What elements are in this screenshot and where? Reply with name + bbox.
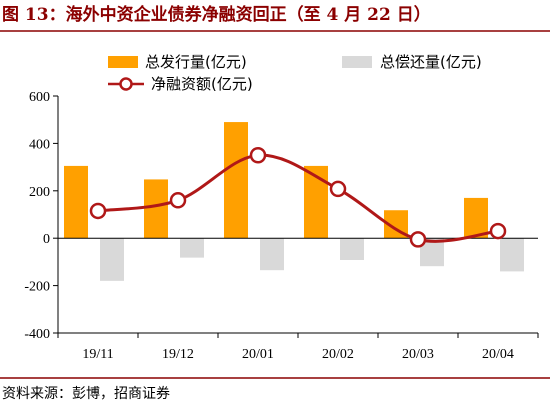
x-tick-label: 19/11: [82, 347, 113, 362]
chart-title: 图 13：海外中资企业债券净融资回正（至 4 月 22 日）: [2, 4, 431, 25]
issuance-bar: [464, 197, 488, 239]
y-tick-label: 200: [29, 185, 50, 200]
legend-marker-net: [119, 77, 133, 91]
y-tick-label: -200: [24, 280, 50, 295]
x-tick-label: 20/01: [242, 347, 274, 362]
y-tick-labels: 600 400 200 0 -200 -400: [24, 90, 50, 342]
net-financing-marker: [329, 180, 347, 198]
x-tick-label: 20/03: [402, 347, 434, 362]
legend-label-repayment: 总偿还量(亿元): [380, 53, 482, 71]
x-tick-labels: 19/11 19/12 20/01 20/02 20/03 20/04: [82, 347, 514, 362]
y-tick-label: 600: [29, 90, 50, 105]
repayment-bar: [260, 238, 284, 271]
repayment-bar: [180, 238, 204, 258]
issuance-bar: [64, 165, 88, 239]
issuance-bar: [144, 179, 168, 239]
repayment-bar: [100, 238, 124, 281]
source-note: 资料来源：彭博，招商证券: [2, 385, 170, 402]
repayment-bar: [500, 238, 524, 272]
repayment-bars: [100, 238, 524, 281]
net-financing-marker: [89, 202, 107, 220]
y-tick-label: 0: [43, 232, 50, 247]
x-tick-label: 19/12: [162, 347, 194, 362]
issuance-bars: [64, 122, 488, 239]
repayment-bar: [340, 238, 364, 261]
net-financing-marker: [409, 231, 427, 248]
net-financing-marker: [489, 222, 507, 240]
net-financing-line: [97, 153, 499, 243]
legend-label-issuance: 总发行量(亿元): [145, 53, 247, 71]
legend-swatch-issuance: [108, 56, 138, 68]
y-tick-label: -400: [24, 327, 50, 342]
y-tick-label: 400: [29, 137, 50, 152]
net-financing-marker: [169, 192, 187, 209]
net-financing-markers: [89, 147, 507, 248]
x-tick-label: 20/02: [322, 347, 354, 362]
x-tick-label: 20/04: [482, 347, 514, 362]
net-financing-marker: [249, 147, 267, 164]
issuance-bar: [224, 122, 248, 239]
legend-swatch-repayment: [342, 56, 372, 68]
legend-label-net: 净融资额(亿元): [151, 75, 253, 93]
